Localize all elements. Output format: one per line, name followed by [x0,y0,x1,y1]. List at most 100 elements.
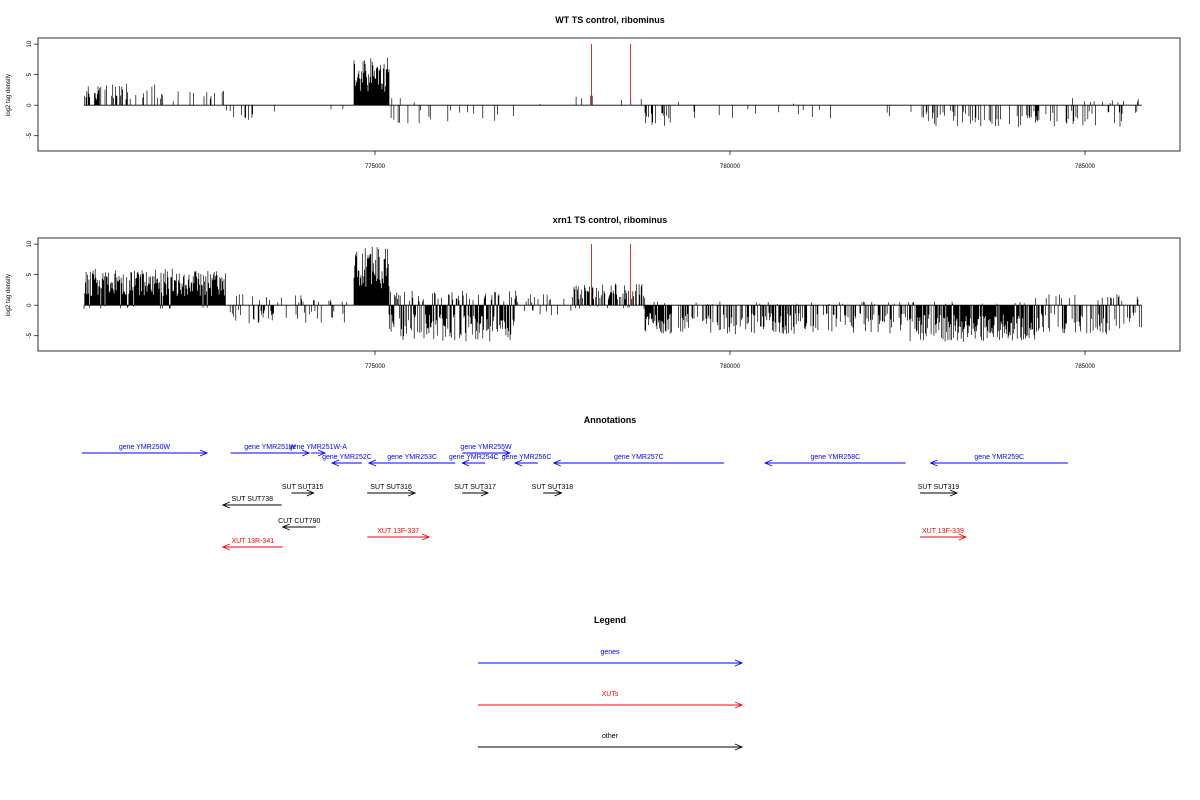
signal-series [83,246,1142,342]
feature-arrow: SUT SUT317 [454,484,496,497]
feature-label: gene YMR254C [449,454,499,461]
feature-arrow-head [480,489,490,497]
legend: Legend genes XUTs other [478,615,744,751]
wt-panel-title: WT TS control, ribominus [555,15,665,25]
feature-label: SUT SUT738 [231,496,273,503]
x-tick-label: 785000 [1075,164,1096,170]
feature-label: SUT SUT317 [454,484,496,491]
feature-arrow-head [281,523,290,531]
feature-label: XUT 13F-339 [922,528,964,535]
feature-label: gene YMR257C [614,454,664,461]
feature-arrow: gene YMR254C [449,454,499,467]
wt-y-ticks: -5 0 5 10 [27,40,38,138]
feature-arrow: SUT SUT315 [282,484,324,497]
legend-label: other [602,733,619,740]
wt-signal-panel: WT TS control, ribominus log2 tag densit… [6,15,1181,170]
x-tick-label: 775000 [365,164,386,170]
feature-arrow-head [552,459,562,467]
feature-arrow: gene YMR252C [322,454,372,467]
legend-label: genes [600,649,620,656]
feature-arrow: SUT SUT319 [918,484,960,497]
feature-label: gene YMR259C [974,454,1024,461]
feature-label: XUT 13F-337 [377,528,419,535]
feature-arrow-head [763,459,773,467]
feature-arrow-head [461,459,470,467]
x-tick-label: 780000 [720,364,741,370]
x-tick-label: 775000 [365,364,386,370]
feature-label: SUT SUT316 [370,484,412,491]
xrn1-signal-bars [83,246,1142,342]
legend-label: XUTs [602,691,619,698]
y-tick-label: 5 [27,272,33,276]
wt-x-ticks: 775000 780000 785000 [365,151,1096,170]
y-tick-label: -5 [27,332,33,338]
feature-label: gene YMR251W-A [289,444,347,451]
feature-arrow-head [221,543,231,551]
feature-label: SUT SUT319 [918,484,960,491]
feature-arrow: SUT SUT318 [532,484,574,497]
legend-title: Legend [594,615,626,625]
feature-arrow: gene YMR255W [460,444,512,457]
xrn1-markers [591,244,632,306]
xrn1-x-ticks: 775000 780000 785000 [365,351,1096,370]
feature-label: gene YMR253C [387,454,437,461]
feature-arrow-head [301,449,311,457]
wt-plot-frame [37,37,1181,152]
y-tick-label: 0 [27,103,33,107]
xrn1-y-axis-label: log2 tag density [6,274,12,316]
feature-arrow-head [958,533,967,541]
wt-markers [591,44,632,106]
legend-arrow: genes [478,649,744,667]
feature-arrow: gene YMR256C [502,454,552,467]
y-tick-label: 10 [27,40,33,47]
feature-label: gene YMR255W [460,444,512,451]
feature-arrow-head [554,489,563,497]
feature-arrow-head [317,449,327,457]
feature-arrow: XUT 13F-339 [920,528,967,541]
y-tick-label: 10 [27,240,33,247]
wt-y-axis-label: log2 tag density [6,74,12,116]
legend-arrow-head [734,743,744,751]
legend-arrow: other [478,733,744,751]
y-tick-label: -5 [27,132,33,138]
feature-arrow: gene YMR250W [82,444,209,457]
y-tick-label: 5 [27,72,33,76]
feature-arrow-head [407,489,417,497]
wt-signal-bars [83,57,1142,127]
feature-arrow-head [367,459,377,467]
feature-label: SUT SUT315 [282,484,324,491]
feature-arrow: gene YMR258C [763,454,906,467]
feature-arrow-head [422,533,431,541]
legend-arrow-head [734,701,744,709]
feature-arrow-head [513,459,523,467]
xrn1-panel-title: xrn1 TS control, ribominus [553,215,668,225]
feature-arrow: gene YMR251W [230,444,311,457]
x-tick-label: 785000 [1075,364,1096,370]
feature-arrow: gene YMR253C [367,454,456,467]
feature-arrow: SUT SUT738 [221,496,282,509]
feature-arrow-head [306,489,315,497]
feature-label: SUT SUT318 [532,484,574,491]
feature-label: gene YMR250W [119,444,171,451]
legend-arrow-head [734,659,744,667]
feature-label: gene YMR258C [811,454,861,461]
feature-arrow-head [929,459,938,467]
feature-arrow-head [199,449,209,457]
feature-arrow-head [502,449,511,457]
xrn1-plot-frame [37,237,1181,352]
feature-label: gene YMR256C [502,454,552,461]
xrn1-signal-panel: xrn1 TS control, ribominus log2 tag dens… [6,215,1181,370]
feature-arrow: CUT CUT790 [278,518,320,531]
feature-label: CUT CUT790 [278,518,320,525]
annotations-title: Annotations [584,415,637,425]
feature-arrow: gene YMR259C [929,454,1068,467]
feature-arrow: XUT 13F-337 [367,528,431,541]
y-tick-label: 0 [27,303,33,307]
feature-label: gene YMR252C [322,454,372,461]
feature-arrow: SUT SUT316 [367,484,417,497]
feature-arrow-head [221,501,231,509]
feature-arrow: gene YMR257C [552,454,724,467]
feature-arrow-head [949,489,959,497]
